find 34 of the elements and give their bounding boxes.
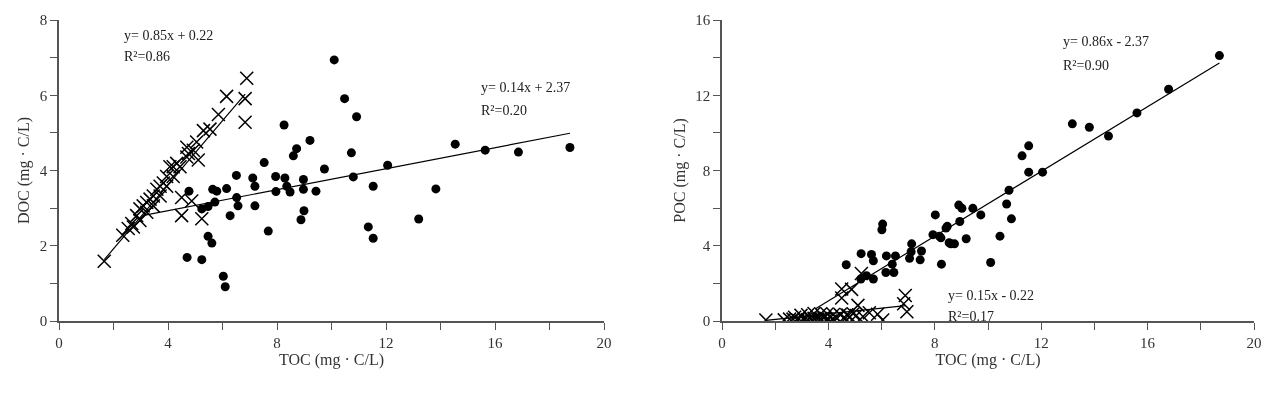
y-tick-label: 4 <box>702 238 711 254</box>
y-tick-label: 8 <box>702 162 711 179</box>
annotation: y= 0.85x + 0.22 <box>124 28 214 43</box>
annotation: R²=0.17 <box>948 309 994 324</box>
x-tick-label: 12 <box>1033 334 1049 351</box>
x-tick-label: 16 <box>1140 334 1156 351</box>
y-axis-title: POC (mg · C/L) <box>670 118 689 223</box>
y-tick-label: 8 <box>39 12 48 29</box>
x-tick-label: 20 <box>1246 334 1262 351</box>
x-tick-label: 0 <box>55 334 63 351</box>
x-tick-label: 8 <box>273 334 281 351</box>
y-tick-label: 0 <box>702 313 711 330</box>
y-tick-label: 0 <box>39 313 48 330</box>
annotation: R²=0.86 <box>124 49 170 64</box>
annotation: y= 0.14x + 2.37 <box>481 80 571 95</box>
x-tick-label: 20 <box>596 334 612 351</box>
x-axis-title: TOC (mg · C/L) <box>278 350 385 369</box>
y-axis-title: DOC (mg · C/L) <box>15 116 34 225</box>
annotation: R²=0.20 <box>481 103 527 118</box>
y-tick-label: 16 <box>695 12 711 29</box>
annotation: y= 0.15x - 0.22 <box>948 288 1035 303</box>
x-tick-label: 8 <box>931 334 939 351</box>
x-tick-label: 0 <box>718 334 726 351</box>
y-tick-label: 2 <box>39 238 48 254</box>
x-tick-label: 16 <box>487 334 503 351</box>
x-tick-label: 12 <box>378 334 394 351</box>
x-tick-label: 4 <box>164 334 173 351</box>
y-tick-label: 6 <box>39 87 48 104</box>
y-tick-label: 12 <box>695 87 711 104</box>
x-axis-title: TOC (mg · C/L) <box>935 350 1041 369</box>
annotation: y= 0.86x - 2.37 <box>1063 34 1150 49</box>
annotation: R²=0.90 <box>1063 58 1109 73</box>
x-tick-label: 4 <box>824 334 833 351</box>
y-tick-label: 4 <box>39 162 48 179</box>
